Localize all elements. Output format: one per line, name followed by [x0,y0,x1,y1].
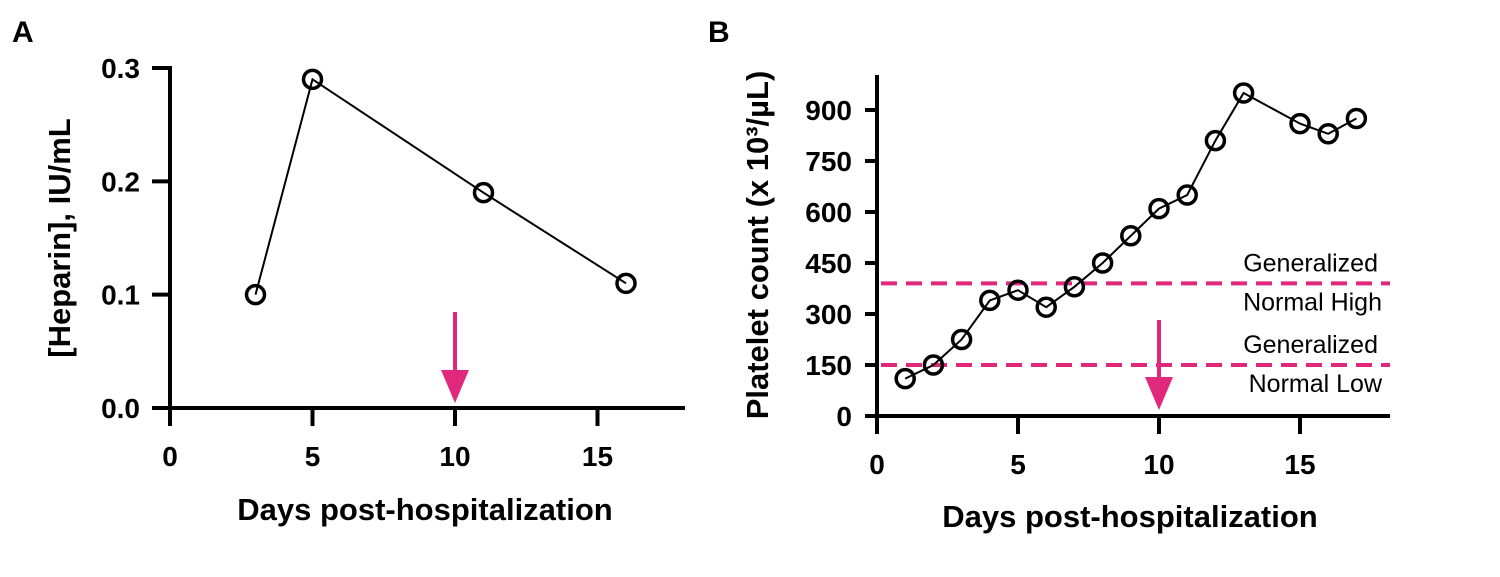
data-point [1232,82,1255,104]
y-tick-label: 0.2 [101,166,140,197]
y-tick-label: 0 [836,401,852,432]
data-point [615,272,637,295]
data-point [1289,112,1311,135]
panel-b: B 0 150 300 450 600 750 900 0 5 10 15 Generalized No… [708,16,1390,534]
panel-letter-a: A [12,16,34,49]
y-tick-label: 750 [805,146,852,177]
y-tick-label: 0.1 [101,280,140,311]
data-point [922,354,945,376]
data-point [244,283,267,306]
reference-label-bottom: Normal High [1243,288,1382,316]
x-tick-label: 10 [1143,449,1174,480]
y-tick-label: 450 [805,248,852,279]
data-point [1345,107,1368,130]
x-tick-label: 15 [1284,449,1315,480]
panel-a-marks: 0.0 0.1 0.2 0.3 0 5 10 15 [101,53,685,472]
panel-letter-b: B [708,16,730,49]
panel-b-x-axis-title: Days post-hospitalization [942,499,1317,534]
data-point [1317,123,1339,145]
y-tick-label: 600 [805,197,852,228]
x-tick-label: 15 [582,441,613,472]
y-tick-label: 150 [805,350,852,381]
y-tick-label: 900 [805,95,852,126]
x-tick-label: 10 [439,441,470,472]
data-point [1007,279,1029,301]
arrow-down-icon [1145,377,1173,410]
panel-b-y-axis-title: Platelet count (x 10³/µL) [740,71,775,420]
series-line [904,91,1357,380]
reference-label-top: Generalized [1243,249,1378,277]
x-tick-label: 5 [305,441,321,472]
data-point [1091,252,1114,274]
data-point [950,328,973,351]
reference-label-bottom: Normal Low [1249,370,1383,398]
data-point [1176,184,1198,206]
panel-b-marks: 0 150 300 450 600 750 900 0 5 10 15 Generalized Norm… [805,75,1390,480]
data-point [979,289,1001,312]
x-tick-label: 0 [869,449,885,480]
series-line [254,77,627,295]
panel-a: A 0.0 0.1 0.2 0.3 0 5 10 15 Days post-hospitali… [12,16,685,527]
data-point [1204,129,1227,152]
data-point [894,367,916,390]
data-point [301,68,324,91]
x-tick-label: 5 [1010,449,1026,480]
data-point [472,181,495,204]
y-tick-label: 300 [805,299,852,330]
data-point [1120,225,1142,247]
data-point [1148,197,1170,220]
y-tick-label: 0.3 [101,53,140,84]
data-point [1063,276,1086,298]
y-tick-label: 0.0 [101,393,140,424]
data-point [1035,296,1057,318]
reference-label-top: Generalized [1243,331,1378,359]
x-tick-label: 0 [162,441,178,472]
panel-a-y-axis-title: [Heparin], IU/mL [42,118,77,357]
arrow-down-icon [441,370,469,403]
panel-a-x-axis-title: Days post-hospitalization [237,492,612,527]
